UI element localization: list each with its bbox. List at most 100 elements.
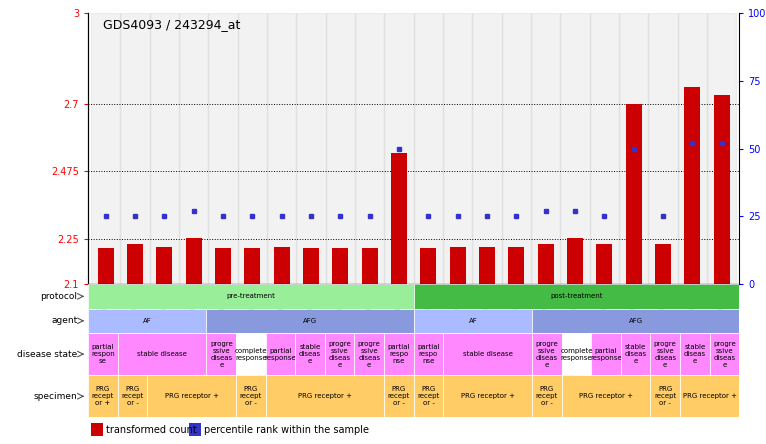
Text: PRG
recept
or -: PRG recept or -	[388, 386, 410, 406]
Bar	[120, 13, 149, 284]
Bar	[127, 244, 143, 284]
Bar	[591, 333, 620, 375]
Bar	[266, 333, 295, 375]
Bar	[538, 244, 554, 284]
Text: progre
ssive
diseas
e: progre ssive diseas e	[713, 341, 736, 368]
Bar	[414, 309, 532, 333]
Bar	[355, 13, 385, 284]
Bar	[156, 246, 172, 284]
Bar	[567, 238, 583, 284]
Bar	[443, 13, 473, 284]
Text: AFG: AFG	[629, 318, 643, 324]
Text: PRG receptor +: PRG receptor +	[298, 393, 352, 399]
Text: PRG receptor +: PRG receptor +	[165, 393, 218, 399]
Text: stable
diseas
e: stable diseas e	[299, 344, 321, 364]
Text: transformed count: transformed count	[106, 424, 197, 435]
Text: AF: AF	[143, 318, 152, 324]
Text: PRG
recept
or +: PRG recept or +	[92, 386, 114, 406]
Bar	[118, 333, 207, 375]
Bar	[680, 375, 739, 417]
Bar	[479, 246, 495, 284]
Bar	[296, 13, 326, 284]
Bar	[648, 13, 678, 284]
Bar	[326, 13, 355, 284]
Bar	[266, 375, 384, 417]
Bar	[684, 87, 700, 284]
Bar	[709, 333, 739, 375]
Bar	[215, 248, 231, 284]
Bar	[362, 248, 378, 284]
Bar	[414, 13, 443, 284]
Text: partial
respon
se: partial respon se	[91, 344, 115, 364]
Text: PRG
recept
or -: PRG recept or -	[417, 386, 440, 406]
Bar	[650, 333, 680, 375]
Bar	[118, 375, 147, 417]
Text: PRG
recept
or -: PRG recept or -	[240, 386, 262, 406]
Text: partial
response: partial response	[590, 348, 622, 361]
Bar	[619, 13, 648, 284]
Bar	[207, 309, 414, 333]
Text: PRG receptor +: PRG receptor +	[683, 393, 737, 399]
Text: disease state: disease state	[18, 349, 77, 359]
Bar	[147, 375, 236, 417]
Bar	[237, 13, 267, 284]
Text: GDS4093 / 243294_at: GDS4093 / 243294_at	[103, 18, 241, 31]
Bar	[267, 13, 296, 284]
Bar	[244, 248, 260, 284]
Bar	[508, 246, 525, 284]
Bar	[325, 333, 355, 375]
Text: PRG
recept
or -: PRG recept or -	[535, 386, 558, 406]
Text: PRG
recept
or -: PRG recept or -	[121, 386, 143, 406]
Bar	[88, 284, 414, 309]
Bar	[414, 333, 444, 375]
Bar	[97, 248, 114, 284]
Bar	[384, 375, 414, 417]
Bar	[680, 333, 709, 375]
Bar	[707, 13, 736, 284]
Text: agent: agent	[51, 316, 77, 325]
Bar	[626, 103, 642, 284]
Bar	[502, 13, 531, 284]
Bar	[655, 244, 671, 284]
Bar	[561, 375, 650, 417]
Bar	[650, 375, 680, 417]
Text: partial
respo
nse: partial respo nse	[388, 344, 410, 364]
Text: AF: AF	[469, 318, 477, 324]
Text: complete
response: complete response	[234, 348, 267, 361]
Bar	[236, 375, 266, 417]
Bar	[473, 13, 502, 284]
Bar	[149, 13, 179, 284]
Bar	[596, 244, 612, 284]
Text: progre
ssive
diseas
e: progre ssive diseas e	[535, 341, 558, 368]
Text: stable disease: stable disease	[137, 351, 187, 357]
Bar	[532, 333, 561, 375]
Bar	[303, 248, 319, 284]
Bar	[295, 333, 325, 375]
Bar	[414, 284, 739, 309]
Text: stable
diseas
e: stable diseas e	[624, 344, 647, 364]
Bar	[88, 309, 207, 333]
Text: pre-treatment: pre-treatment	[227, 293, 275, 299]
Bar	[88, 375, 118, 417]
Bar	[179, 13, 208, 284]
Text: partial
respo
nse: partial respo nse	[417, 344, 440, 364]
Bar	[590, 13, 619, 284]
Text: AFG: AFG	[303, 318, 317, 324]
Bar	[273, 246, 290, 284]
Bar	[391, 153, 407, 284]
Text: progre
ssive
diseas
e: progre ssive diseas e	[210, 341, 233, 368]
Text: protocol: protocol	[41, 292, 77, 301]
Bar	[355, 333, 384, 375]
Bar	[91, 424, 103, 436]
Bar	[384, 333, 414, 375]
Bar	[88, 333, 118, 375]
Text: stable disease: stable disease	[463, 351, 512, 357]
Bar	[444, 333, 532, 375]
Text: complete
response: complete response	[560, 348, 593, 361]
Bar	[236, 333, 266, 375]
Bar	[531, 13, 560, 284]
Text: PRG receptor +: PRG receptor +	[579, 393, 633, 399]
Bar	[532, 375, 561, 417]
Bar	[332, 248, 349, 284]
Text: post-treatment: post-treatment	[550, 293, 603, 299]
